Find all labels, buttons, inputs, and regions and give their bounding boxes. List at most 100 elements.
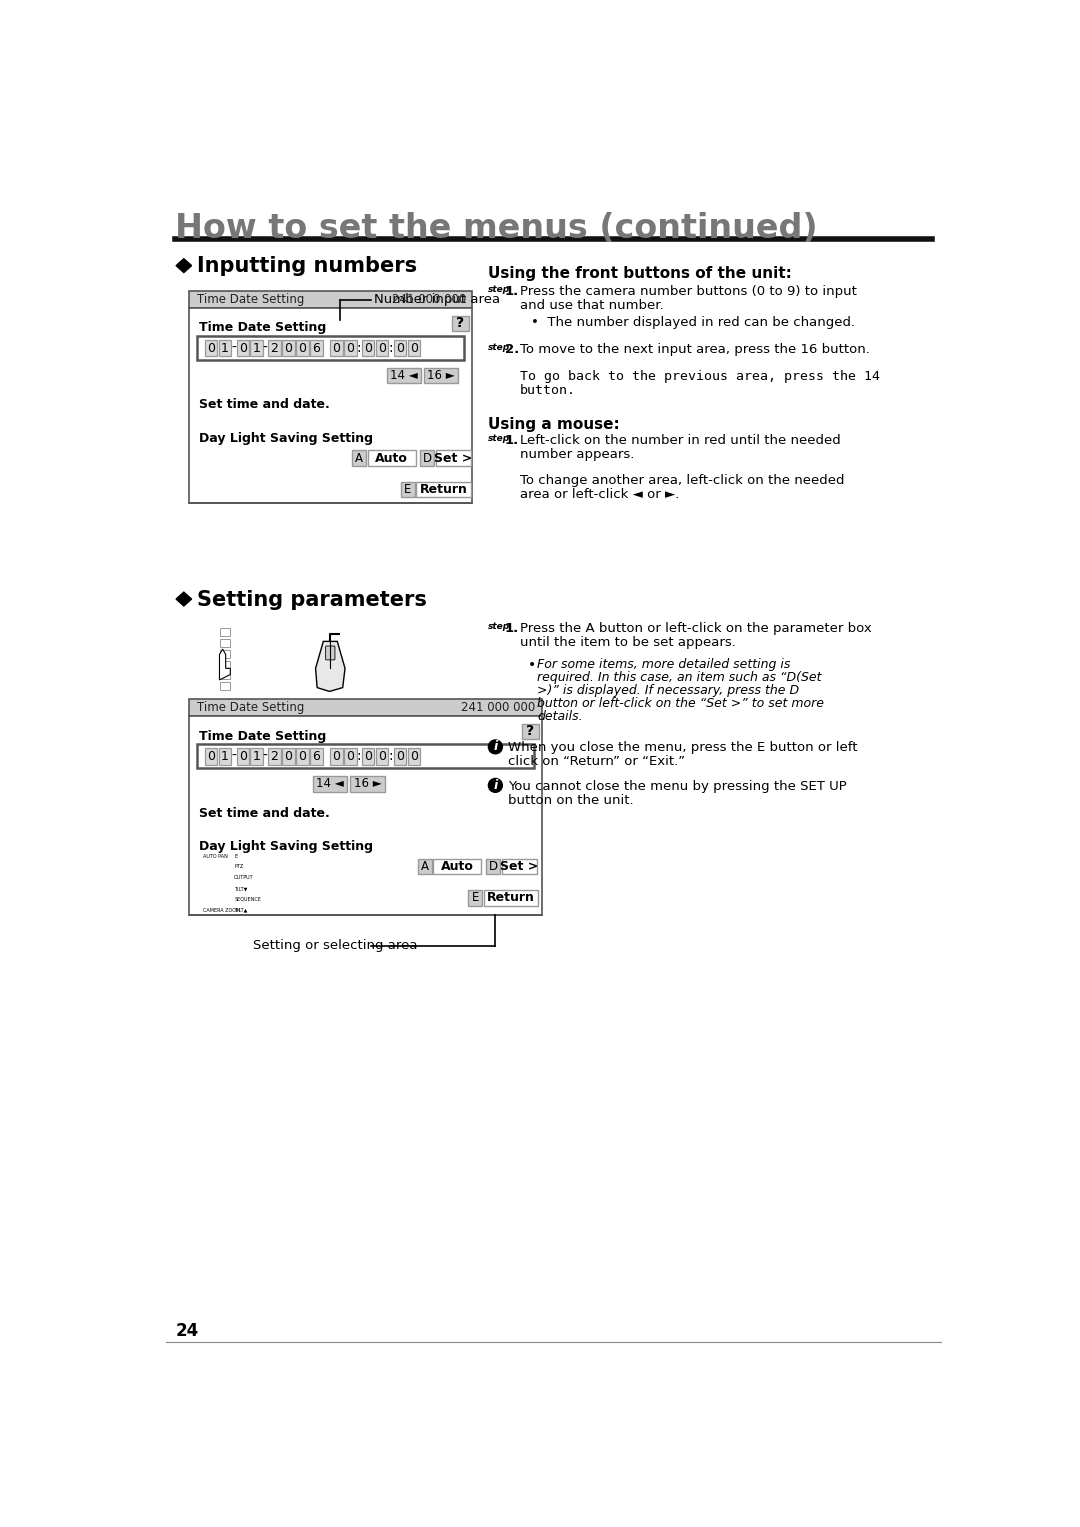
FancyBboxPatch shape	[420, 450, 434, 466]
Text: Return: Return	[487, 892, 535, 904]
FancyBboxPatch shape	[387, 368, 421, 383]
FancyBboxPatch shape	[501, 858, 537, 873]
Text: Press the A button or left-click on the parameter box: Press the A button or left-click on the …	[521, 621, 872, 635]
FancyBboxPatch shape	[394, 339, 406, 356]
Text: 2: 2	[271, 750, 279, 762]
FancyBboxPatch shape	[486, 858, 500, 873]
FancyBboxPatch shape	[189, 292, 472, 308]
Text: Set time and date.: Set time and date.	[199, 806, 329, 820]
FancyBboxPatch shape	[197, 744, 535, 768]
FancyBboxPatch shape	[220, 672, 230, 680]
FancyBboxPatch shape	[268, 748, 281, 765]
Text: D: D	[488, 860, 498, 873]
FancyBboxPatch shape	[424, 368, 458, 383]
Text: 0: 0	[396, 750, 404, 762]
Text: How to set the menus (continued): How to set the menus (continued)	[175, 212, 818, 246]
FancyBboxPatch shape	[218, 339, 231, 356]
FancyBboxPatch shape	[220, 640, 230, 647]
Text: 1.: 1.	[504, 286, 518, 298]
Text: -: -	[262, 341, 268, 354]
Text: Set >: Set >	[434, 452, 473, 464]
Circle shape	[488, 741, 502, 754]
Text: :: :	[356, 341, 362, 354]
FancyBboxPatch shape	[469, 890, 482, 906]
Text: E: E	[472, 892, 478, 904]
Text: 0: 0	[207, 342, 215, 354]
FancyBboxPatch shape	[326, 646, 335, 660]
Polygon shape	[219, 649, 230, 680]
Text: -: -	[231, 341, 235, 354]
Text: Day Light Saving Setting: Day Light Saving Setting	[199, 432, 373, 446]
Text: button.: button.	[521, 385, 576, 397]
FancyBboxPatch shape	[362, 748, 375, 765]
Text: Auto: Auto	[375, 452, 408, 464]
FancyBboxPatch shape	[367, 450, 416, 466]
Text: 241 000 000: 241 000 000	[461, 701, 536, 715]
FancyBboxPatch shape	[189, 716, 542, 915]
Text: PTZ: PTZ	[234, 864, 243, 869]
Text: 0: 0	[298, 342, 307, 354]
FancyBboxPatch shape	[313, 776, 348, 791]
Text: -: -	[231, 750, 235, 764]
Text: 0: 0	[410, 342, 418, 354]
Text: 6: 6	[312, 342, 321, 354]
Text: E: E	[234, 854, 238, 858]
FancyBboxPatch shape	[350, 776, 384, 791]
FancyBboxPatch shape	[205, 339, 217, 356]
Text: 24: 24	[175, 1321, 199, 1339]
Text: i: i	[494, 779, 498, 793]
FancyBboxPatch shape	[296, 748, 309, 765]
FancyBboxPatch shape	[268, 339, 281, 356]
FancyBboxPatch shape	[237, 339, 248, 356]
Text: A: A	[355, 452, 363, 464]
Text: 0: 0	[284, 342, 293, 354]
Text: When you close the menu, press the E button or left: When you close the menu, press the E but…	[508, 742, 858, 754]
Text: Press the camera number buttons (0 to 9) to input: Press the camera number buttons (0 to 9)…	[521, 286, 858, 298]
Text: 1: 1	[221, 342, 229, 354]
Text: click on “Return” or “Exit.”: click on “Return” or “Exit.”	[508, 756, 685, 768]
Text: 2: 2	[271, 342, 279, 354]
Text: •: •	[528, 658, 536, 672]
Text: SEQUENCE: SEQUENCE	[234, 896, 261, 902]
Text: number appears.: number appears.	[521, 447, 635, 461]
Text: step: step	[488, 621, 510, 631]
FancyBboxPatch shape	[408, 748, 420, 765]
Text: -: -	[262, 750, 268, 764]
Text: 1: 1	[221, 750, 229, 762]
Polygon shape	[315, 641, 345, 692]
FancyBboxPatch shape	[394, 748, 406, 765]
Text: Using the front buttons of the unit:: Using the front buttons of the unit:	[488, 266, 792, 281]
FancyBboxPatch shape	[251, 748, 262, 765]
Text: 1: 1	[253, 750, 260, 762]
Text: Return: Return	[419, 483, 468, 496]
Text: CAMERA ZOOM: CAMERA ZOOM	[203, 907, 241, 913]
FancyBboxPatch shape	[220, 651, 230, 658]
Text: :: :	[389, 341, 393, 354]
Text: E: E	[404, 483, 411, 496]
Text: 1: 1	[253, 342, 260, 354]
Text: :: :	[389, 750, 393, 764]
Text: Auto: Auto	[441, 860, 474, 873]
FancyBboxPatch shape	[522, 724, 539, 739]
Text: To change another area, left-click on the needed: To change another area, left-click on th…	[521, 475, 845, 487]
Text: until the item to be set appears.: until the item to be set appears.	[521, 637, 737, 649]
FancyBboxPatch shape	[418, 858, 432, 873]
FancyBboxPatch shape	[451, 316, 469, 331]
Text: ?: ?	[457, 316, 464, 330]
Polygon shape	[176, 258, 191, 272]
Text: For some items, more detailed setting is: For some items, more detailed setting is	[537, 658, 791, 670]
Text: A: A	[421, 860, 429, 873]
Text: button on the unit.: button on the unit.	[508, 794, 633, 806]
Text: 0: 0	[284, 750, 293, 762]
Text: OUTPUT: OUTPUT	[234, 875, 254, 880]
Text: 1.: 1.	[504, 434, 518, 447]
Text: i: i	[494, 741, 498, 753]
Text: 0: 0	[333, 750, 340, 762]
FancyBboxPatch shape	[345, 748, 356, 765]
Text: 0: 0	[364, 750, 373, 762]
Text: TILT▼: TILT▼	[234, 886, 247, 892]
Text: Setting parameters: Setting parameters	[197, 589, 427, 609]
Text: You cannot close the menu by pressing the SET UP: You cannot close the menu by pressing th…	[508, 780, 847, 793]
FancyBboxPatch shape	[330, 339, 342, 356]
Text: 0: 0	[410, 750, 418, 762]
